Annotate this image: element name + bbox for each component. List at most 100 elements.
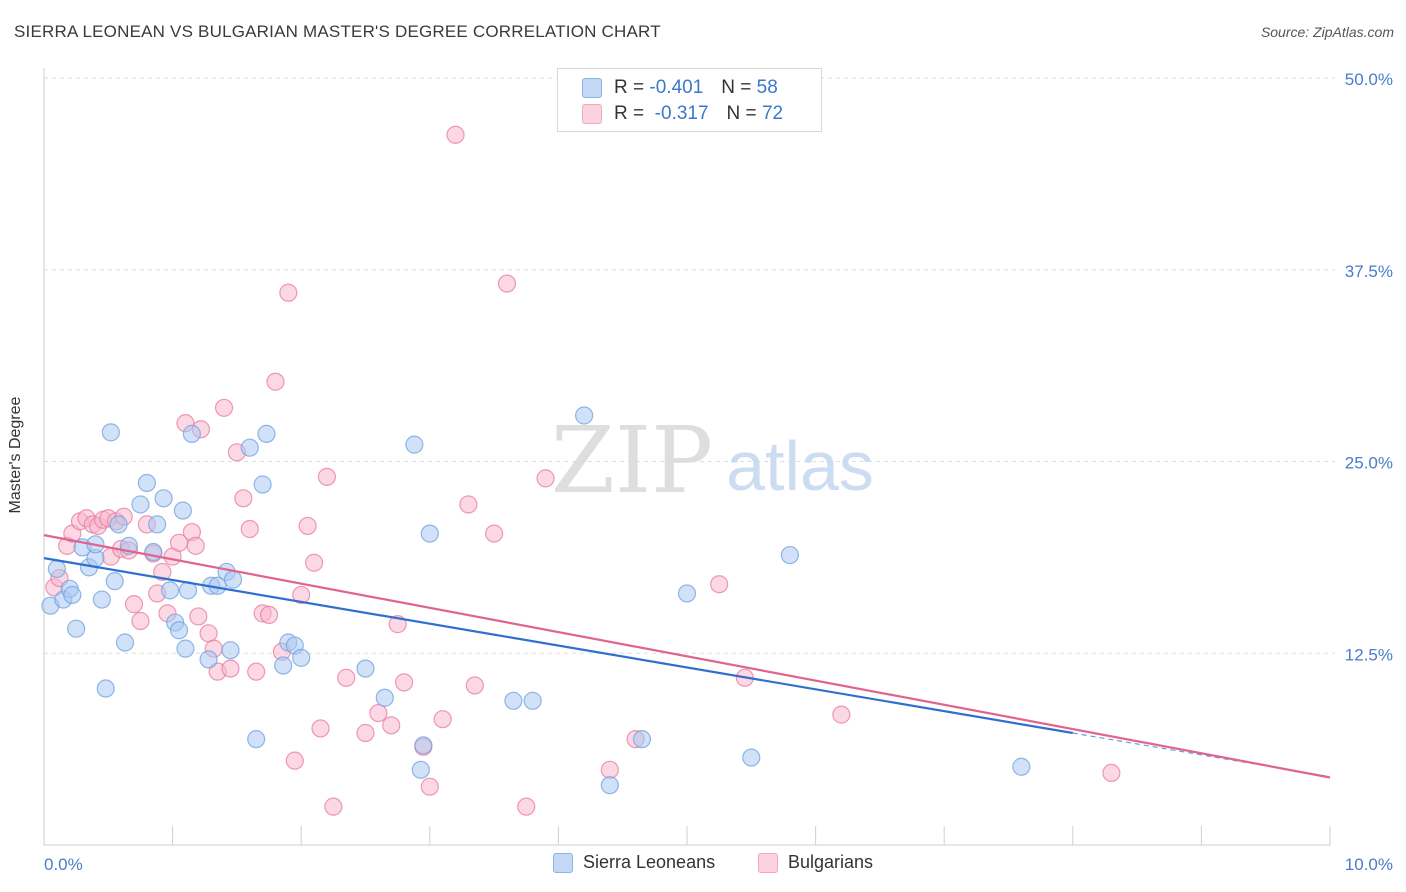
bulgarians-point (131, 611, 150, 631)
sierra-leoneans-point (47, 559, 66, 578)
sierra-leoneans-point (257, 424, 276, 443)
sierra-leoneans-point (223, 570, 243, 589)
sierra-leoneans-point (199, 650, 218, 669)
sierra-leoneans-point (274, 656, 293, 675)
bulgarians-point (292, 585, 311, 605)
legend-r-label: R = (614, 77, 645, 98)
bulgarians-point (420, 777, 439, 796)
sierra-leoneans-point (101, 423, 120, 442)
sierra-leoneans-point (105, 572, 124, 591)
legend-swatch-bulgarians (758, 852, 778, 873)
bulgarians-point (536, 469, 555, 488)
bulgarians-point (234, 489, 253, 508)
bulgarians-point (369, 703, 388, 723)
bulgarians-point (497, 274, 517, 293)
sierra-leoneans-point (504, 691, 523, 710)
sierra-leoneans-point (405, 435, 424, 454)
tick-labels: 12.5% 25.0% 37.5% 50.0% 0.0% 10.0% (44, 70, 1393, 874)
legend-swatch-sierra-leoneans (553, 852, 573, 873)
sierra-leoneans-point (253, 475, 272, 494)
sierra-leoneans-point (420, 524, 439, 543)
sierra-leoneans-point (115, 633, 135, 652)
sierra-leoneans-point (523, 691, 542, 710)
bulgarians-point (186, 536, 205, 555)
legend-r-label: R = (614, 103, 645, 124)
bulgarians-point (311, 719, 330, 738)
sierra-leoneans-point (632, 730, 652, 749)
legend-row-bulgarians: R = -0.317 N = 72 (582, 102, 783, 126)
bulgarians-point (285, 751, 304, 770)
bulgarians-point (600, 760, 619, 779)
sierra-leoneans-point (67, 619, 86, 638)
bulgarians-point (433, 710, 452, 729)
bulgarians-point (304, 553, 324, 572)
bulgarians-point (317, 467, 337, 486)
sierra-leoneans-point (600, 776, 619, 795)
sierra-leoneans-point (575, 406, 594, 425)
bulgarians-point (199, 624, 218, 643)
bulgarians-point (485, 524, 504, 543)
sierra-leoneans-point (356, 659, 375, 678)
bulgarians-trend-line (43, 534, 1331, 779)
trend-lines (43, 534, 1331, 779)
sierra-leoneans-point (154, 489, 173, 508)
x-tick-label: 0.0% (44, 855, 83, 874)
chart-title: SIERRA LEONEAN VS BULGARIAN MASTER'S DEG… (14, 22, 661, 41)
legend-r-value: -0.401 (649, 77, 704, 98)
bulgarians-point (382, 716, 401, 735)
watermark-zip: ZIP (551, 407, 713, 514)
bulgarians-point (465, 676, 484, 695)
bulgarians-point (356, 723, 375, 743)
sierra-leoneans-point (92, 590, 111, 609)
legend-n-value: 58 (756, 77, 778, 98)
sierra-leoneans-point (292, 648, 311, 667)
bulgarians-point (124, 595, 144, 614)
sierra-leoneans-point (742, 748, 761, 767)
bulgarians-point (459, 495, 478, 514)
legend-item-sierra-leoneans: Sierra Leoneans (553, 852, 715, 873)
bulgarians-point (298, 516, 317, 536)
bulgarians-point (279, 283, 298, 302)
sierra-leoneans-point (221, 641, 240, 660)
sierra-leoneans-point (182, 424, 201, 443)
legend-r-value: -0.317 (654, 103, 709, 124)
sierra-leoneans-trend-line (43, 557, 1073, 735)
sierra-leoneans-point (137, 473, 156, 493)
correlation-legend: R = -0.401 N = 58 R = -0.317 N = 72 (557, 68, 822, 132)
sierra-leoneans-point (414, 736, 433, 755)
sierra-leoneans-point (131, 495, 150, 514)
bulgarians-point (832, 705, 851, 724)
series-legend: Sierra Leoneans Bulgarians (0, 852, 1406, 878)
y-tick-label: 50.0% (1345, 70, 1393, 89)
bulgarians-point (153, 562, 172, 582)
bulgarians-point (324, 797, 343, 816)
x-tick-label: 10.0% (1345, 855, 1393, 874)
sierra-leoneans-point (780, 545, 799, 565)
bulgarians-point (259, 605, 279, 625)
sierra-leoneans-point (109, 515, 128, 534)
y-tick-label: 25.0% (1345, 454, 1393, 473)
sierra-leoneans-point (411, 760, 430, 779)
sierra-leoneans-points (41, 406, 1031, 795)
sierra-leoneans-point (375, 688, 394, 707)
bulgarians-point (517, 797, 536, 816)
bulgarians-point (221, 659, 240, 678)
bulgarians-point (247, 662, 266, 681)
legend-label-bulgarians: Bulgarians (788, 852, 874, 872)
sierra-leoneans-point (240, 438, 259, 457)
sierra-leoneans-point (247, 730, 266, 749)
bulgarians-point (1102, 763, 1121, 783)
bulgarians-point (446, 125, 465, 144)
legend-swatch-bulgarians (582, 104, 602, 124)
legend-row-sierra-leoneans: R = -0.401 N = 58 (582, 76, 778, 100)
bulgarians-point (710, 575, 729, 594)
sierra-leoneans-point (176, 639, 195, 658)
sierra-leoneans-point (173, 501, 192, 520)
sierra-leoneans-point (1012, 757, 1031, 776)
axes (43, 68, 1331, 846)
legend-n-value: 72 (761, 103, 784, 124)
sierra-leoneans-point (148, 515, 167, 534)
sierra-leoneans-point (169, 621, 189, 640)
bulgarians-point (240, 519, 259, 539)
